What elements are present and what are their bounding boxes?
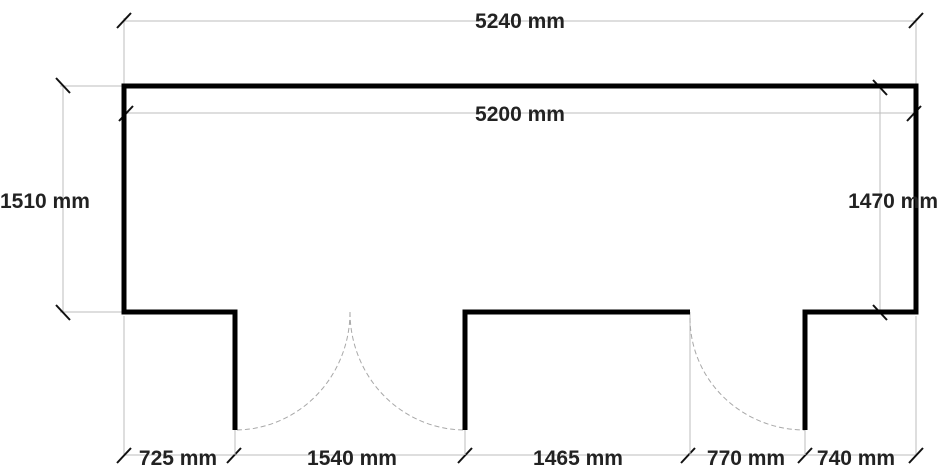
door-swing-right-leaf [349,311,466,431]
tick-mark [680,447,696,464]
label-bottom-segment-4: 770 mm [707,447,785,468]
label-bottom-segment-2: 1540 mm [307,447,397,468]
door-swing-left-leaf [234,311,351,431]
label-overall-inner-width: 5200 mm [475,103,565,126]
outer-wall [121,83,919,430]
label-left-height: 1510 mm [0,190,90,213]
walls [121,83,919,430]
extension-lines [60,18,917,455]
tick-mark [116,12,132,29]
tick-mark [457,447,473,464]
label-right-height: 1470 mm [848,190,938,213]
label-bottom-segment-3: 1465 mm [533,447,623,468]
label-overall-outer-width: 5240 mm [475,10,565,33]
tick-mark [55,77,71,94]
tick-mark [55,304,71,321]
label-bottom-segment-1: 725 mm [139,447,217,468]
door-jamb-guides [234,312,806,455]
tick-mark [116,447,132,464]
door-swing-single [689,317,806,431]
dimension-labels: 5240 mm 5200 mm 1510 mm 1470 mm 725 mm 1… [0,10,938,468]
tick-mark [797,447,813,464]
dimension-lines [62,20,916,456]
door-swings [234,311,806,431]
dimension-ticks [55,12,924,464]
label-bottom-segment-5: 740 mm [817,447,895,468]
tick-mark [908,12,924,29]
middle-wall [462,309,690,430]
tick-mark [226,447,242,464]
tick-mark [908,447,924,464]
